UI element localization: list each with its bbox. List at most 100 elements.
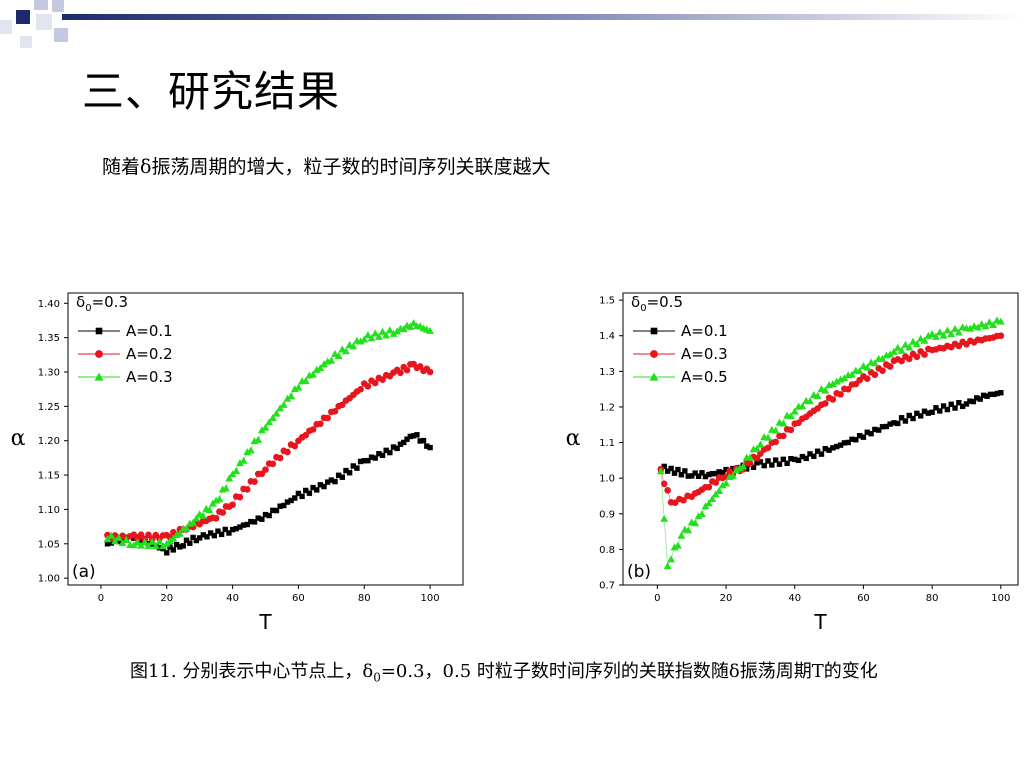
data-point [660,514,669,522]
data-point [959,403,966,410]
data-point [935,328,944,336]
data-point [891,420,897,426]
data-point [226,530,232,536]
data-point [276,454,284,462]
data-point [905,343,914,351]
data-point [426,326,434,334]
data-point [985,318,994,326]
data-point [183,537,190,543]
data-point [699,470,705,476]
data-point [822,445,828,452]
data-point [753,444,761,452]
data-point [215,528,221,534]
data-point [981,322,990,330]
data-point [200,532,207,538]
data-point [917,413,924,419]
data-point [414,432,420,438]
data-point [182,524,191,532]
data-point [129,541,138,549]
data-point [678,472,685,478]
data-point [372,455,378,461]
data-point [335,472,342,478]
data-point [698,510,706,518]
y-tick-label: 1.5 [599,296,615,307]
plot-frame [67,292,464,586]
data-point [199,511,207,519]
data-point [383,447,389,454]
data-point [913,353,921,361]
data-point [327,356,336,364]
data-point [364,383,372,390]
y-tick-label: 1.40 [38,299,60,310]
data-point [901,340,910,348]
data-point [225,474,234,482]
data-point [218,531,225,538]
data-point [814,448,821,454]
data-point [813,391,822,399]
data-point [715,486,724,494]
data-point [244,521,250,528]
data-point [708,494,717,503]
data-point [980,392,987,399]
data-point [350,463,356,469]
legend-label: A=0.1 [126,322,173,340]
data-point [404,436,410,442]
data-point [166,536,174,544]
data-point [807,451,813,457]
data-point [211,532,217,539]
data-point [259,516,265,522]
data-point [991,391,997,398]
data-point [848,370,856,378]
data-point [167,544,173,550]
data-point [410,433,417,439]
data-point [883,423,890,430]
y-tick-label: 1.05 [38,539,60,550]
y-axis-label: α [11,426,26,451]
data-point [868,430,874,437]
data-point [663,562,672,570]
chart-b: 0 20 40 60 80 100 0.7 0.8 0.9 1.0 1.1 1.2 1.3 1.4 1.5 T… [566,292,1019,634]
data-point [719,469,726,476]
legend-title: δ0=0.5 [631,293,683,314]
data-point [764,444,772,452]
data-point [406,322,415,330]
data-point [694,512,703,520]
data-point [879,367,886,375]
data-point [921,351,928,358]
y-tick-label: 1.30 [38,368,60,379]
data-point [909,337,917,345]
series-A=0.3 [103,319,434,550]
data-point [685,473,691,479]
data-point [739,462,748,470]
data-point [235,459,244,467]
data-point [140,538,149,546]
data-point [232,466,241,475]
data-point [664,486,671,494]
data-point [806,397,814,405]
data-point [233,525,239,532]
data-point [187,540,193,546]
data-point [302,431,310,439]
data-point [916,334,925,342]
data-point [829,380,837,388]
data-point [895,420,901,427]
x-tick-label: 80 [926,593,939,604]
data-point [753,454,761,462]
data-point [788,455,794,462]
data-point [138,538,144,544]
data-point [397,441,404,447]
x-tick-label: 60 [857,593,870,604]
data-point [897,346,906,354]
data-point [912,340,921,348]
data-point [243,448,252,456]
y-tick-label: 1.1 [599,438,615,449]
data-point [288,497,294,504]
x-tick-label: 20 [160,593,173,604]
data-point [321,483,327,490]
legend: δ0=0.5 A=0.1 A=0.3 A=0.5 [631,293,728,386]
x-tick-label: 80 [358,593,371,604]
data-point [910,415,916,422]
data-point [316,364,325,372]
data-point [266,512,272,519]
data-point [871,371,879,379]
